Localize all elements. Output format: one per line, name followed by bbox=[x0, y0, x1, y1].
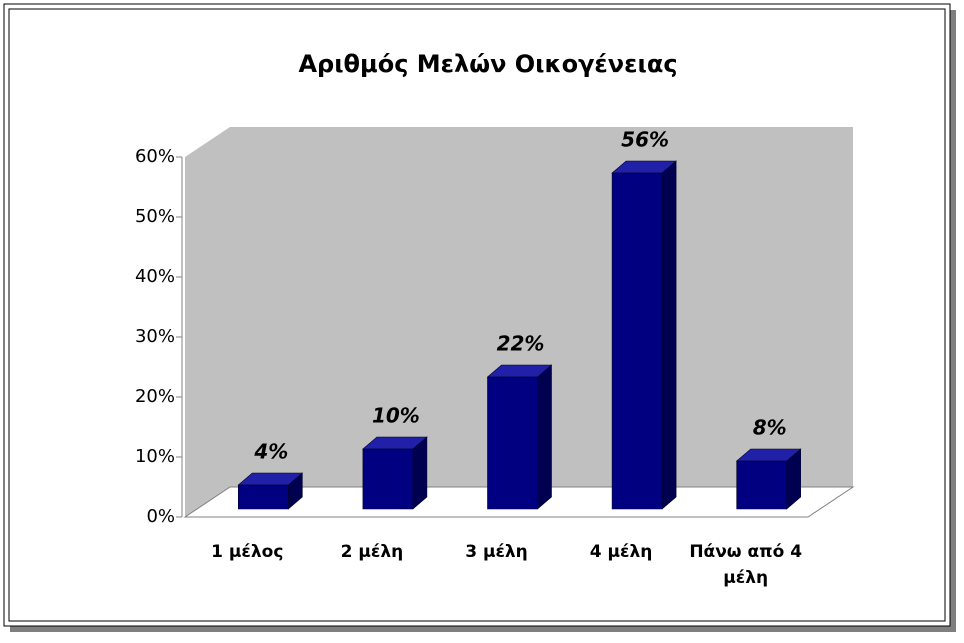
bar bbox=[237, 472, 304, 510]
bar-side bbox=[661, 160, 677, 510]
bar bbox=[611, 160, 677, 510]
data-label: 4% bbox=[253, 440, 288, 464]
side-wall bbox=[185, 127, 230, 517]
bar-side bbox=[412, 436, 428, 510]
chart-title: Αριθμός Μελών Οικογένειας bbox=[298, 50, 677, 78]
bar-front bbox=[611, 172, 663, 510]
bar bbox=[735, 448, 802, 510]
bar-front bbox=[736, 460, 788, 510]
bar-side bbox=[537, 364, 552, 510]
y-tick-label: 30% bbox=[135, 326, 175, 347]
bar-front bbox=[238, 484, 289, 510]
back-wall bbox=[230, 127, 853, 487]
x-tick-label: 2 μέλη bbox=[340, 542, 404, 562]
y-tick-label: 40% bbox=[135, 266, 175, 287]
y-tick-label: 0% bbox=[146, 506, 175, 527]
y-tick-label: 50% bbox=[135, 206, 175, 227]
x-tick-label: 1 μέλος bbox=[211, 542, 284, 562]
y-tick-label: 60% bbox=[135, 146, 175, 167]
data-label: 22% bbox=[497, 332, 545, 356]
y-tick-label: 10% bbox=[135, 446, 175, 467]
bar bbox=[362, 436, 428, 510]
data-label: 8% bbox=[753, 416, 787, 440]
x-tick-label: Πάνω από 4 μέλη bbox=[689, 542, 803, 588]
bar-front bbox=[362, 448, 414, 510]
x-tick-label: 3 μέλη bbox=[465, 542, 528, 562]
y-tick-label: 20% bbox=[135, 386, 175, 407]
bar-front bbox=[487, 376, 538, 510]
x-tick-label: 4 μέλη bbox=[589, 542, 653, 562]
data-label: 56% bbox=[621, 128, 669, 152]
data-label: 10% bbox=[372, 404, 420, 428]
bar bbox=[486, 364, 553, 510]
